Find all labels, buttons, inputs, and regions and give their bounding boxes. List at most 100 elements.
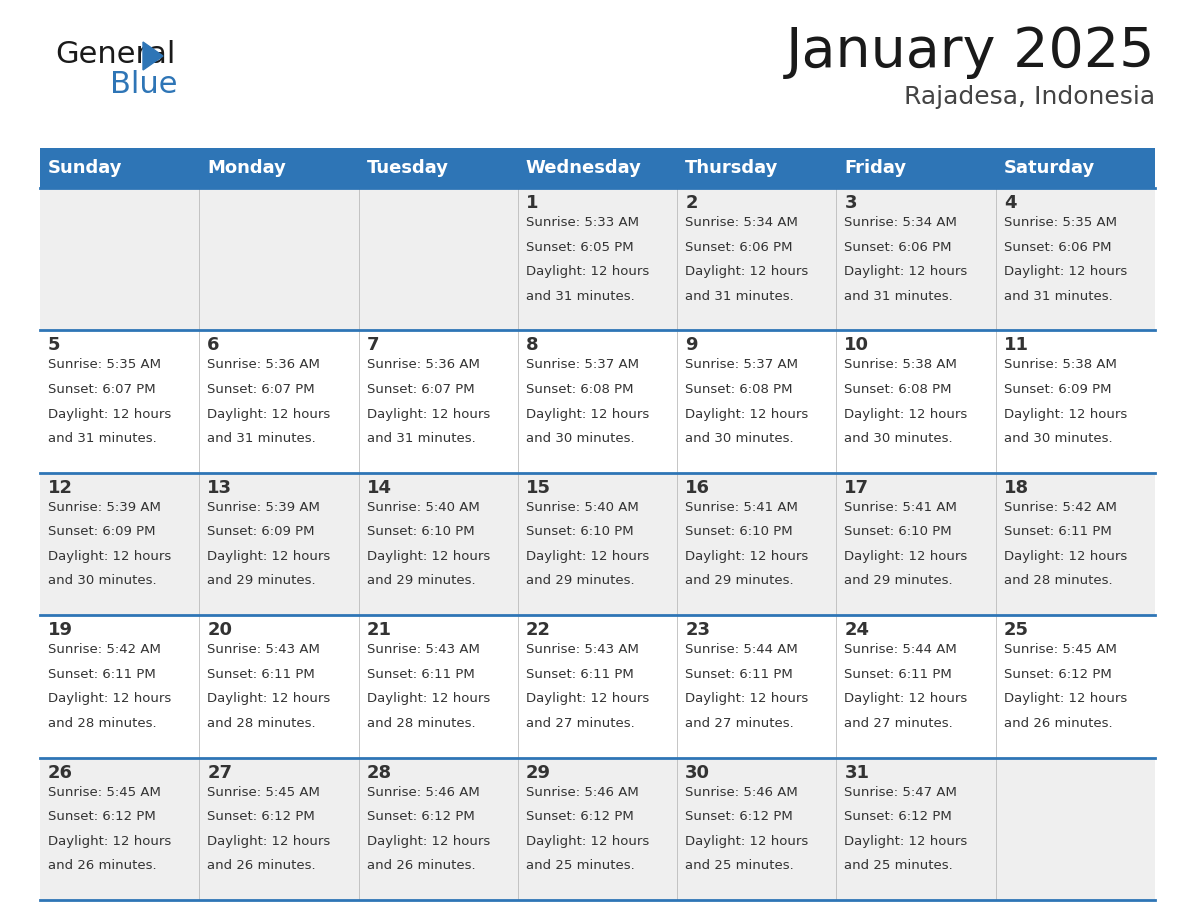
Text: 6: 6 [207,336,220,354]
Text: and 28 minutes.: and 28 minutes. [207,717,316,730]
Text: Wednesday: Wednesday [526,159,642,177]
Text: and 26 minutes.: and 26 minutes. [48,859,157,872]
Text: Sunrise: 5:41 AM: Sunrise: 5:41 AM [685,501,798,514]
Text: and 30 minutes.: and 30 minutes. [685,432,794,445]
Text: Monday: Monday [207,159,286,177]
Text: Daylight: 12 hours: Daylight: 12 hours [685,692,808,705]
Text: Sunrise: 5:39 AM: Sunrise: 5:39 AM [207,501,320,514]
Text: and 30 minutes.: and 30 minutes. [526,432,634,445]
Text: Sunset: 6:12 PM: Sunset: 6:12 PM [685,811,792,823]
Text: Sunrise: 5:36 AM: Sunrise: 5:36 AM [367,358,480,372]
Text: Sunset: 6:12 PM: Sunset: 6:12 PM [526,811,633,823]
Text: Sunrise: 5:35 AM: Sunrise: 5:35 AM [48,358,162,372]
Text: Sunset: 6:10 PM: Sunset: 6:10 PM [526,525,633,538]
Text: and 27 minutes.: and 27 minutes. [526,717,634,730]
Text: Sunset: 6:09 PM: Sunset: 6:09 PM [207,525,315,538]
Text: and 29 minutes.: and 29 minutes. [526,575,634,588]
Text: Sunset: 6:11 PM: Sunset: 6:11 PM [48,667,156,681]
Text: 13: 13 [207,479,233,497]
Text: Daylight: 12 hours: Daylight: 12 hours [845,550,968,563]
Text: Daylight: 12 hours: Daylight: 12 hours [367,692,489,705]
Text: Sunset: 6:11 PM: Sunset: 6:11 PM [685,667,792,681]
Text: Sunrise: 5:46 AM: Sunrise: 5:46 AM [367,786,479,799]
Text: Daylight: 12 hours: Daylight: 12 hours [845,265,968,278]
Text: Daylight: 12 hours: Daylight: 12 hours [685,265,808,278]
Text: and 26 minutes.: and 26 minutes. [207,859,316,872]
Bar [40,148,1155,188]
Text: Daylight: 12 hours: Daylight: 12 hours [207,692,330,705]
Text: Sunrise: 5:43 AM: Sunrise: 5:43 AM [367,644,480,656]
Text: Sunrise: 5:39 AM: Sunrise: 5:39 AM [48,501,160,514]
Bar [40,188,1155,330]
Text: Sunset: 6:08 PM: Sunset: 6:08 PM [845,383,952,396]
Text: and 29 minutes.: and 29 minutes. [685,575,794,588]
Text: Sunset: 6:12 PM: Sunset: 6:12 PM [207,811,315,823]
Text: and 30 minutes.: and 30 minutes. [845,432,953,445]
Text: 9: 9 [685,336,697,354]
Text: 27: 27 [207,764,233,781]
Text: and 28 minutes.: and 28 minutes. [1004,575,1112,588]
Text: 17: 17 [845,479,870,497]
Text: Friday: Friday [845,159,906,177]
Text: and 25 minutes.: and 25 minutes. [526,859,634,872]
Text: Sunrise: 5:46 AM: Sunrise: 5:46 AM [685,786,798,799]
Text: Daylight: 12 hours: Daylight: 12 hours [1004,265,1127,278]
Text: Sunset: 6:10 PM: Sunset: 6:10 PM [367,525,474,538]
Text: Daylight: 12 hours: Daylight: 12 hours [367,408,489,420]
Text: and 30 minutes.: and 30 minutes. [48,575,157,588]
Text: Sunrise: 5:40 AM: Sunrise: 5:40 AM [367,501,479,514]
Text: Blue: Blue [110,70,177,99]
Text: Sunset: 6:09 PM: Sunset: 6:09 PM [1004,383,1111,396]
Text: Sunset: 6:07 PM: Sunset: 6:07 PM [367,383,474,396]
Text: 5: 5 [48,336,61,354]
Text: Sunset: 6:06 PM: Sunset: 6:06 PM [685,241,792,253]
Text: Sunset: 6:05 PM: Sunset: 6:05 PM [526,241,633,253]
Text: Sunrise: 5:42 AM: Sunrise: 5:42 AM [48,644,160,656]
Text: and 28 minutes.: and 28 minutes. [367,717,475,730]
Text: 25: 25 [1004,621,1029,639]
Text: 31: 31 [845,764,870,781]
Text: 11: 11 [1004,336,1029,354]
Text: Sunset: 6:07 PM: Sunset: 6:07 PM [207,383,315,396]
Text: 4: 4 [1004,194,1016,212]
Text: and 29 minutes.: and 29 minutes. [207,575,316,588]
Text: Daylight: 12 hours: Daylight: 12 hours [845,692,968,705]
Text: and 27 minutes.: and 27 minutes. [685,717,794,730]
Text: 12: 12 [48,479,72,497]
Text: and 29 minutes.: and 29 minutes. [845,575,953,588]
Text: 26: 26 [48,764,72,781]
Text: Daylight: 12 hours: Daylight: 12 hours [48,408,171,420]
Text: 14: 14 [367,479,392,497]
Text: Sunset: 6:06 PM: Sunset: 6:06 PM [1004,241,1111,253]
Text: Daylight: 12 hours: Daylight: 12 hours [685,834,808,847]
Text: Sunrise: 5:44 AM: Sunrise: 5:44 AM [845,644,958,656]
Text: Daylight: 12 hours: Daylight: 12 hours [685,408,808,420]
Text: 8: 8 [526,336,538,354]
Text: and 30 minutes.: and 30 minutes. [1004,432,1112,445]
Text: Sunset: 6:07 PM: Sunset: 6:07 PM [48,383,156,396]
Text: 28: 28 [367,764,392,781]
Text: 18: 18 [1004,479,1029,497]
Text: Daylight: 12 hours: Daylight: 12 hours [526,265,649,278]
Text: Daylight: 12 hours: Daylight: 12 hours [685,550,808,563]
Text: 1: 1 [526,194,538,212]
Text: Sunrise: 5:40 AM: Sunrise: 5:40 AM [526,501,639,514]
Text: and 29 minutes.: and 29 minutes. [367,575,475,588]
Text: 29: 29 [526,764,551,781]
Bar [40,473,1155,615]
Text: 15: 15 [526,479,551,497]
Text: Sunset: 6:08 PM: Sunset: 6:08 PM [685,383,792,396]
Text: General: General [55,40,176,69]
Text: Daylight: 12 hours: Daylight: 12 hours [367,834,489,847]
Text: Sunrise: 5:37 AM: Sunrise: 5:37 AM [526,358,639,372]
Text: 7: 7 [367,336,379,354]
Text: 10: 10 [845,336,870,354]
Text: Sunrise: 5:36 AM: Sunrise: 5:36 AM [207,358,320,372]
Text: 30: 30 [685,764,710,781]
Text: Sunrise: 5:45 AM: Sunrise: 5:45 AM [48,786,160,799]
Text: Sunrise: 5:47 AM: Sunrise: 5:47 AM [845,786,958,799]
Text: Sunset: 6:09 PM: Sunset: 6:09 PM [48,525,156,538]
Bar [40,615,1155,757]
Text: Daylight: 12 hours: Daylight: 12 hours [48,834,171,847]
Text: 16: 16 [685,479,710,497]
